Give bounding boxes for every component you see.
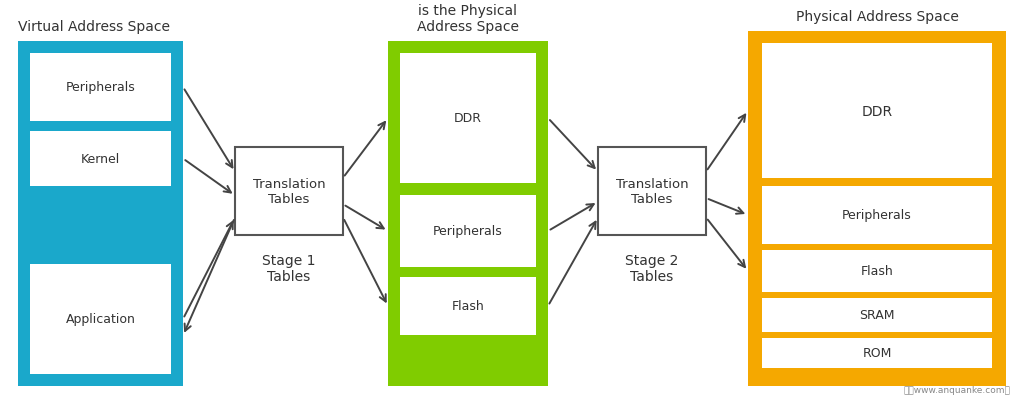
Text: DDR: DDR — [454, 112, 482, 125]
Bar — [762, 186, 992, 244]
Bar — [388, 42, 548, 386]
Bar — [598, 148, 706, 235]
Text: Peripherals: Peripherals — [66, 81, 135, 94]
Text: Translation
Tables: Translation Tables — [615, 178, 688, 205]
Text: Physical Address Space: Physical Address Space — [796, 10, 958, 24]
Text: What the OS think
is the Physical
Address Space: What the OS think is the Physical Addres… — [404, 0, 531, 34]
Text: Flash: Flash — [452, 300, 484, 313]
Text: Virtual Address Space: Virtual Address Space — [18, 20, 170, 34]
Bar — [762, 338, 992, 368]
Bar — [234, 148, 343, 235]
Bar — [400, 196, 536, 267]
Text: Translation
Tables: Translation Tables — [253, 178, 326, 205]
Text: SRAM: SRAM — [859, 309, 895, 322]
Text: Flash: Flash — [860, 265, 893, 278]
Bar — [400, 277, 536, 335]
Text: Stage 2
Tables: Stage 2 Tables — [626, 253, 679, 284]
Bar — [400, 54, 536, 184]
Bar — [748, 32, 1006, 386]
Bar — [18, 42, 183, 386]
Text: ROM: ROM — [862, 346, 892, 360]
Bar — [762, 44, 992, 178]
Text: Peripherals: Peripherals — [433, 225, 503, 238]
Bar — [30, 54, 171, 122]
Bar — [30, 264, 171, 374]
Text: Kernel: Kernel — [81, 153, 120, 166]
Text: Stage 1
Tables: Stage 1 Tables — [262, 253, 315, 284]
Bar — [30, 132, 171, 186]
Bar — [762, 250, 992, 292]
Text: Application: Application — [66, 313, 135, 326]
Text: 案（www.anquanke.com）: 案（www.anquanke.com） — [903, 385, 1010, 394]
Text: DDR: DDR — [861, 104, 893, 118]
Bar — [762, 298, 992, 332]
Text: Peripherals: Peripherals — [842, 209, 912, 222]
